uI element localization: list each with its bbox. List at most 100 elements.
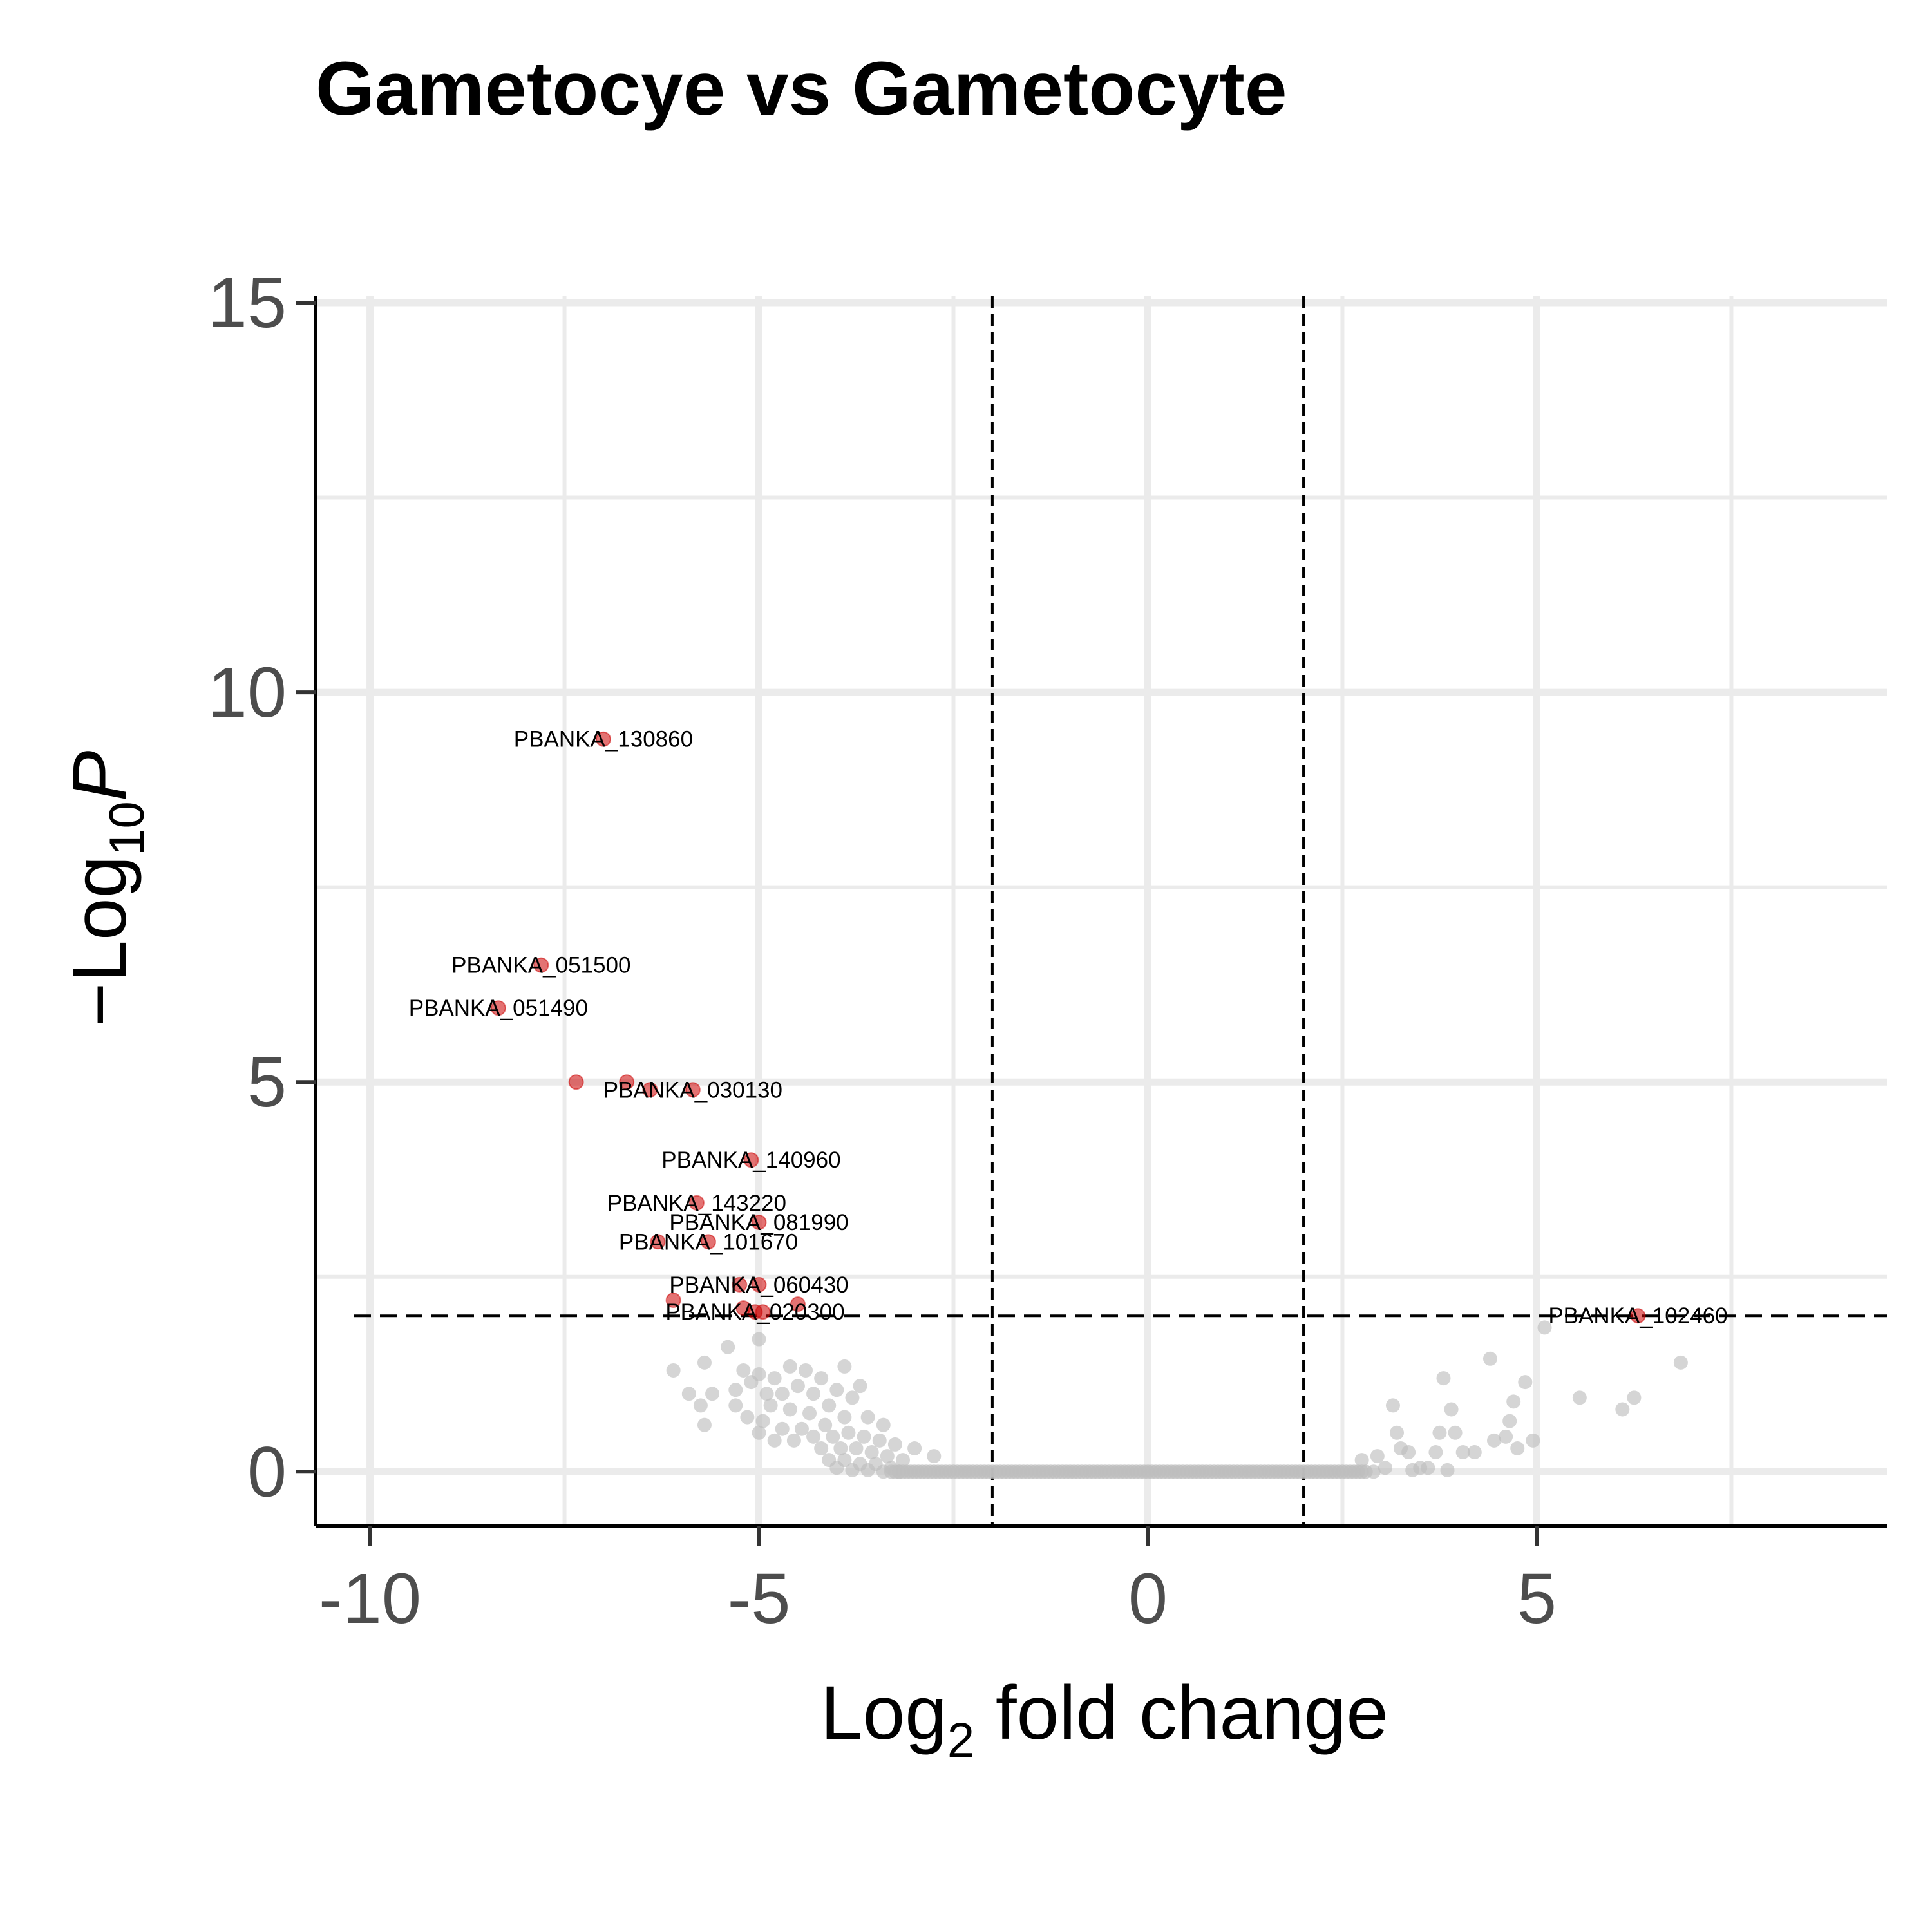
data-point <box>849 1441 864 1455</box>
data-point <box>864 1445 879 1460</box>
data-point <box>895 1453 910 1468</box>
significant-point <box>732 1276 748 1293</box>
data-point <box>833 1441 848 1455</box>
point-label: PBANKA_130860 <box>514 727 693 752</box>
y-tick-label: 15 <box>208 263 287 343</box>
data-point <box>1385 1398 1400 1413</box>
point-labels: PBANKA_130860 PBANKA_051500 PBANKA_051490 P… <box>409 727 1728 1329</box>
significant-point <box>642 1082 658 1098</box>
point-label: PBANKA_140960 <box>661 1148 840 1173</box>
data-point <box>802 1406 817 1421</box>
significant-point <box>755 1304 771 1320</box>
data-point <box>759 1387 774 1401</box>
x-tick-label: -5 <box>728 1559 791 1638</box>
x-tick-label: 0 <box>1128 1559 1168 1638</box>
x-tick-label: -10 <box>319 1559 421 1638</box>
significant-point <box>751 1276 767 1293</box>
point-label: PBANKA_060430 <box>669 1273 848 1298</box>
point-label: PBANKA_051490 <box>409 996 588 1021</box>
data-point <box>876 1417 891 1432</box>
data-point <box>860 1463 875 1477</box>
data-point <box>857 1429 871 1444</box>
data-point <box>666 1363 681 1378</box>
chart-title: Gametocye vs Gametocyte <box>316 46 1287 131</box>
data-point <box>1444 1402 1459 1417</box>
data-point <box>721 1340 735 1354</box>
data-point <box>681 1387 696 1401</box>
significant-point <box>650 1234 666 1250</box>
data-point <box>1421 1461 1435 1475</box>
data-point <box>1482 1351 1497 1366</box>
data-point <box>736 1363 751 1378</box>
data-point <box>806 1429 821 1444</box>
point-label: PBANKA_020300 <box>665 1300 844 1325</box>
data-point <box>826 1429 840 1444</box>
data-point <box>705 1387 720 1401</box>
data-point <box>775 1387 790 1401</box>
data-point <box>767 1433 782 1448</box>
data-point <box>1510 1441 1525 1455</box>
data-point <box>728 1383 743 1397</box>
data-point <box>829 1383 844 1397</box>
data-point <box>1627 1390 1642 1405</box>
cutoff-lines <box>354 296 1887 1526</box>
data-point <box>794 1421 809 1436</box>
significant-point <box>665 1293 681 1309</box>
point-label: PBANKA_102460 <box>1548 1303 1727 1329</box>
grid-lines <box>316 296 1887 1526</box>
data-point <box>829 1461 844 1475</box>
significant-point <box>1630 1308 1646 1324</box>
data-point <box>1354 1453 1369 1468</box>
significant-point <box>568 1074 584 1090</box>
tick-labels: 0 5 10 15 -10 -5 0 5 <box>208 263 1557 1638</box>
non-significant-points <box>666 1320 1688 1479</box>
data-point <box>693 1398 708 1413</box>
data-point <box>860 1410 875 1425</box>
data-point <box>1432 1425 1447 1440</box>
data-point <box>790 1379 805 1394</box>
data-point <box>1370 1449 1385 1464</box>
data-point <box>697 1417 712 1432</box>
data-point <box>755 1414 770 1428</box>
data-point <box>1467 1445 1482 1460</box>
point-label: PBANKA_030130 <box>603 1077 782 1103</box>
y-tick-label: 0 <box>247 1432 287 1511</box>
point-label: PBANKA_081990 <box>669 1210 848 1235</box>
y-tick-label: 5 <box>247 1043 287 1122</box>
point-label: PBANKA_143220 <box>607 1191 786 1216</box>
data-point <box>744 1375 759 1390</box>
data-point <box>782 1402 797 1417</box>
data-point <box>814 1371 829 1386</box>
data-point <box>822 1398 837 1413</box>
point-label: PBANKA_051500 <box>451 953 630 978</box>
data-point <box>845 1463 860 1477</box>
data-point <box>786 1433 801 1448</box>
y-axis-title: −Log10P <box>57 750 155 1027</box>
data-point <box>1366 1464 1381 1479</box>
data-point <box>752 1425 766 1440</box>
data-point <box>880 1449 895 1464</box>
data-point <box>1405 1463 1420 1477</box>
significant-point <box>595 731 611 747</box>
data-point <box>837 1410 852 1425</box>
data-point <box>814 1441 829 1455</box>
data-point <box>782 1359 797 1374</box>
significant-point <box>790 1296 806 1312</box>
data-point <box>927 1449 942 1464</box>
data-point <box>1537 1320 1552 1335</box>
data-point <box>1378 1461 1392 1475</box>
data-point <box>887 1437 902 1452</box>
data-point <box>1455 1445 1470 1460</box>
significant-point <box>619 1074 635 1090</box>
axes <box>296 296 1887 1546</box>
data-point <box>767 1371 782 1386</box>
data-point <box>763 1398 778 1413</box>
data-point <box>1440 1463 1455 1477</box>
x-axis-title: Log2 fold change <box>820 1671 1388 1768</box>
data-point <box>1428 1445 1443 1460</box>
data-point <box>837 1359 852 1374</box>
significant-point <box>533 957 549 973</box>
data-point <box>806 1387 821 1401</box>
data-point <box>1502 1414 1517 1428</box>
data-point <box>740 1410 755 1425</box>
